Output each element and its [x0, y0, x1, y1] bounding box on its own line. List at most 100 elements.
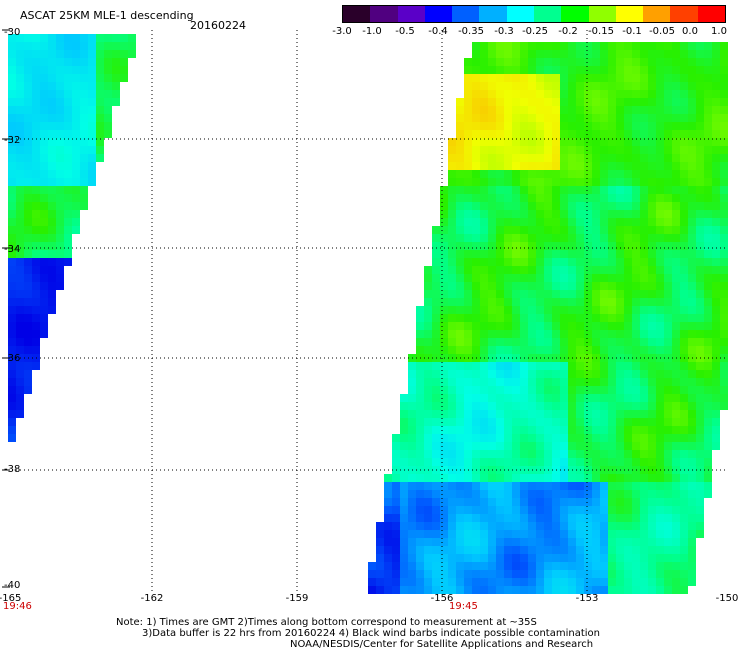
data-cell — [720, 186, 728, 194]
data-cell — [416, 338, 424, 346]
data-cell — [96, 114, 104, 122]
data-cell — [424, 282, 432, 290]
data-cell — [448, 362, 456, 370]
data-cell — [608, 386, 616, 394]
data-cell — [488, 346, 496, 354]
data-cell — [80, 170, 88, 178]
data-cell — [704, 122, 712, 130]
data-cell — [584, 282, 592, 290]
scale-swatch — [670, 6, 698, 22]
data-cell — [576, 170, 584, 178]
data-cell — [520, 266, 528, 274]
data-cell — [24, 42, 32, 50]
data-cell — [560, 274, 568, 282]
data-cell — [40, 90, 48, 98]
data-cell — [8, 170, 16, 178]
data-cell — [504, 266, 512, 274]
data-cell — [72, 194, 80, 202]
data-cell — [704, 98, 712, 106]
data-cell — [664, 106, 672, 114]
data-cell — [688, 490, 696, 498]
data-cell — [536, 474, 544, 482]
data-cell — [648, 234, 656, 242]
data-cell — [680, 370, 688, 378]
data-cell — [576, 322, 584, 330]
data-cell — [584, 218, 592, 226]
data-cell — [440, 562, 448, 570]
data-cell — [520, 314, 528, 322]
data-cell — [432, 522, 440, 530]
data-cell — [720, 106, 728, 114]
data-cell — [688, 578, 696, 586]
data-cell — [448, 410, 456, 418]
data-cell — [536, 58, 544, 66]
data-cell — [680, 66, 688, 74]
data-cell — [432, 554, 440, 562]
data-cell — [40, 82, 48, 90]
data-cell — [432, 450, 440, 458]
data-cell — [552, 578, 560, 586]
data-cell — [616, 434, 624, 442]
data-cell — [640, 266, 648, 274]
data-cell — [600, 346, 608, 354]
data-cell — [560, 258, 568, 266]
data-cell — [632, 570, 640, 578]
data-cell — [632, 130, 640, 138]
data-cell — [24, 186, 32, 194]
data-cell — [664, 266, 672, 274]
data-cell — [464, 82, 472, 90]
data-cell — [72, 154, 80, 162]
data-cell — [520, 250, 528, 258]
data-cell — [528, 586, 536, 594]
data-cell — [568, 266, 576, 274]
data-cell — [24, 154, 32, 162]
data-cell — [512, 122, 520, 130]
data-cell — [464, 186, 472, 194]
data-cell — [32, 274, 40, 282]
data-cell — [448, 578, 456, 586]
data-cell — [400, 410, 408, 418]
data-cell — [416, 434, 424, 442]
data-cell — [408, 426, 416, 434]
data-cell — [536, 338, 544, 346]
data-cell — [552, 474, 560, 482]
data-cell — [456, 402, 464, 410]
data-cell — [392, 442, 400, 450]
data-cell — [568, 450, 576, 458]
data-cell — [488, 98, 496, 106]
data-cell — [656, 298, 664, 306]
data-cell — [632, 154, 640, 162]
data-cell — [424, 458, 432, 466]
data-cell — [696, 434, 704, 442]
scale-swatch — [615, 6, 644, 22]
data-cell — [648, 442, 656, 450]
data-cell — [632, 490, 640, 498]
data-cell — [416, 306, 424, 314]
data-cell — [568, 570, 576, 578]
data-cell — [384, 474, 392, 482]
data-cell — [400, 482, 408, 490]
data-cell — [536, 242, 544, 250]
data-cell — [472, 282, 480, 290]
data-cell — [640, 578, 648, 586]
data-cell — [440, 258, 448, 266]
data-cell — [464, 498, 472, 506]
data-cell — [472, 386, 480, 394]
data-cell — [608, 586, 616, 594]
data-cell — [616, 138, 624, 146]
data-cell — [592, 170, 600, 178]
data-cell — [704, 450, 712, 458]
data-cell — [472, 474, 480, 482]
data-cell — [480, 258, 488, 266]
data-cell — [640, 42, 648, 50]
data-cell — [16, 402, 24, 410]
data-cell — [544, 578, 552, 586]
data-cell — [640, 362, 648, 370]
data-cell — [640, 538, 648, 546]
data-cell — [520, 146, 528, 154]
data-cell — [600, 554, 608, 562]
data-cell — [648, 186, 656, 194]
data-cell — [664, 450, 672, 458]
data-cell — [688, 554, 696, 562]
data-cell — [496, 506, 504, 514]
